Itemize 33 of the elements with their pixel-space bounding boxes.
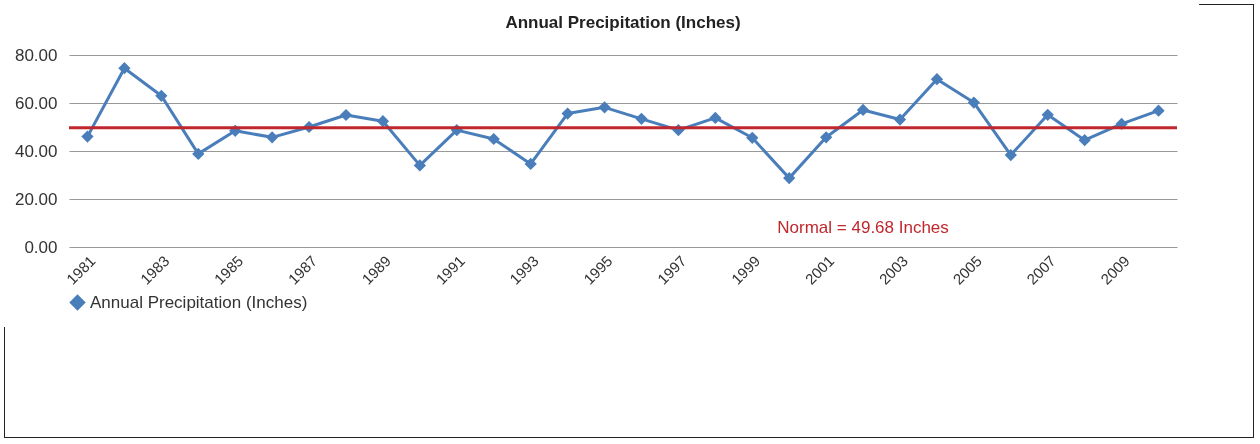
point — [967, 96, 980, 109]
point — [1041, 108, 1054, 121]
point — [524, 157, 537, 171]
y-tick-label: 40.00 — [14, 141, 58, 161]
point — [930, 73, 944, 86]
point — [487, 132, 500, 146]
point — [155, 89, 168, 102]
ref-line-label: Normal = 49.68 Inches — [777, 217, 949, 237]
point — [266, 131, 279, 144]
chart-title: Annual Precipitation (Inches) — [505, 13, 741, 32]
point — [1078, 134, 1091, 147]
point — [376, 115, 390, 128]
point — [561, 107, 574, 120]
point — [635, 112, 648, 125]
point — [820, 131, 833, 144]
legend-label: Annual Precipitation (Inches) — [90, 292, 308, 312]
point — [339, 108, 353, 122]
point — [893, 113, 907, 126]
point — [783, 172, 796, 185]
point — [118, 62, 131, 75]
point — [746, 131, 759, 144]
point — [598, 101, 611, 114]
point — [413, 159, 426, 172]
y-tick-label: 0.00 — [24, 237, 58, 257]
point — [1152, 104, 1165, 117]
point — [856, 103, 870, 117]
y-tick-label: 20.00 — [14, 189, 58, 209]
y-tick-label: 60.00 — [14, 93, 58, 113]
y-tick-label: 80.00 — [14, 45, 58, 65]
point — [709, 111, 722, 124]
point — [192, 147, 205, 160]
point — [1004, 148, 1017, 162]
point — [81, 130, 94, 143]
